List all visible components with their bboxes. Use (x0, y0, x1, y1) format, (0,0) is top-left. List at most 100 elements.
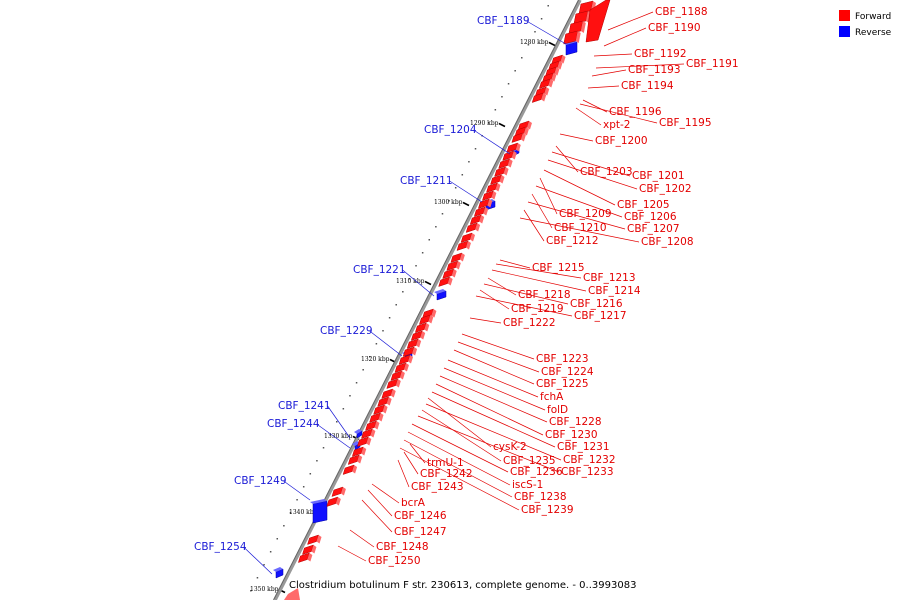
forward-gene (356, 436, 372, 447)
forward-gene-label: CBF_1235 (503, 455, 556, 467)
leader-line (425, 403, 562, 461)
forward-gene-label: cysK-2 (493, 441, 527, 453)
forward-gene (414, 322, 430, 333)
tick-label: 1280 kbp (520, 39, 549, 46)
forward-gene-label: CBF_1201 (632, 170, 685, 182)
forward-gene-label: CBF_1233 (561, 466, 614, 478)
forward-gene (351, 446, 367, 457)
forward-gene (585, 0, 611, 43)
leader-line (495, 263, 582, 279)
forward-gene-label: CBF_1232 (563, 454, 616, 466)
minor-tick (388, 317, 391, 319)
forward-gene (490, 174, 505, 185)
tick-label: 1340 kbp (289, 509, 318, 516)
minor-tick (527, 44, 530, 46)
forward-gene (517, 120, 532, 131)
forward-gene (331, 486, 346, 497)
leader-line (587, 85, 620, 89)
major-tick (498, 122, 506, 128)
forward-gene-label: CBF_1206 (624, 211, 677, 223)
minor-tick (435, 226, 437, 228)
forward-gene (514, 126, 529, 137)
legend-forward-label: Forward (855, 12, 891, 22)
forward-gene (469, 214, 485, 225)
forward-gene (446, 260, 461, 271)
leader-line (519, 217, 640, 243)
minor-tick (415, 265, 417, 267)
leader-line (453, 349, 535, 385)
leader-line (337, 545, 367, 562)
minor-tick (494, 109, 497, 111)
forward-gene (502, 150, 517, 161)
forward-gene-label: CBF_1242 (420, 468, 473, 480)
leader-line (435, 383, 544, 436)
leader-line (473, 129, 511, 155)
forward-gene (307, 534, 322, 545)
forward-gene-label: CBF_1207 (627, 223, 680, 235)
leader-line (551, 151, 631, 177)
minor-tick (302, 486, 305, 488)
minor-tick (408, 278, 411, 280)
forward-gene-label: CBF_1222 (503, 317, 556, 329)
forward-gene (406, 338, 422, 349)
leader-line (397, 459, 410, 488)
minor-tick (395, 304, 397, 306)
leader-line (349, 529, 375, 548)
forward-gene (545, 66, 560, 77)
leader-line (369, 330, 403, 357)
leader-line (483, 283, 569, 305)
forward-gene-label: CBF_1194 (621, 80, 674, 92)
reverse-gene (434, 289, 447, 301)
forward-gene-label: CBF_1217 (574, 310, 627, 322)
minor-tick (349, 395, 351, 397)
forward-gene-label: iscS-1 (512, 479, 543, 491)
minor-tick (256, 577, 259, 579)
leader-line (593, 53, 633, 57)
minor-tick (487, 122, 490, 124)
minor-tick (283, 525, 285, 527)
forward-genes (284, 0, 611, 600)
forward-gene (482, 190, 497, 201)
minor-tick (296, 499, 298, 501)
reverse-gene-label: CBF_1229 (320, 325, 373, 337)
minor-tick (521, 57, 523, 59)
minor-tick (501, 96, 503, 98)
minor-tick (309, 473, 312, 475)
minor-tick (540, 18, 543, 20)
leader-line (527, 201, 626, 230)
forward-gene-label: trmU-1 (427, 457, 464, 469)
forward-gene (381, 388, 396, 399)
forward-gene (494, 166, 509, 177)
forward-gene-label: CBF_1224 (541, 366, 594, 378)
leader-line (367, 489, 393, 517)
forward-gene-label: CBF_1216 (570, 298, 623, 310)
genome-caption: Clostridium botulinum F str. 230613, com… (289, 580, 636, 591)
forward-gene (498, 158, 513, 169)
minor-tick (448, 200, 450, 202)
forward-gene (465, 222, 481, 233)
leader-line (417, 415, 560, 473)
forward-gene (398, 354, 414, 365)
forward-gene (531, 92, 547, 103)
forward-gene-label: CBF_1248 (376, 541, 429, 553)
forward-gene-label: CBF_1225 (536, 378, 589, 390)
forward-gene (442, 268, 457, 279)
minor-tick (316, 460, 318, 462)
forward-gene (377, 396, 392, 407)
leader-line (547, 159, 638, 190)
forward-gene (534, 86, 550, 97)
forward-gene-label: CBF_1238 (514, 491, 567, 503)
forward-gene (361, 428, 376, 439)
leader-line (407, 431, 511, 486)
forward-gene-label: CBF_1236 (510, 466, 563, 478)
forward-gene (410, 330, 426, 341)
forward-gene-label: CBF_1203 (580, 166, 633, 178)
leader-line (579, 103, 658, 124)
minor-tick (269, 551, 272, 553)
leader-line (595, 63, 685, 69)
leader-line (439, 375, 548, 423)
leader-line (487, 277, 517, 296)
forward-gene (568, 20, 586, 35)
reverse-gene-label: CBF_1221 (353, 264, 406, 276)
leader-line (243, 546, 273, 575)
